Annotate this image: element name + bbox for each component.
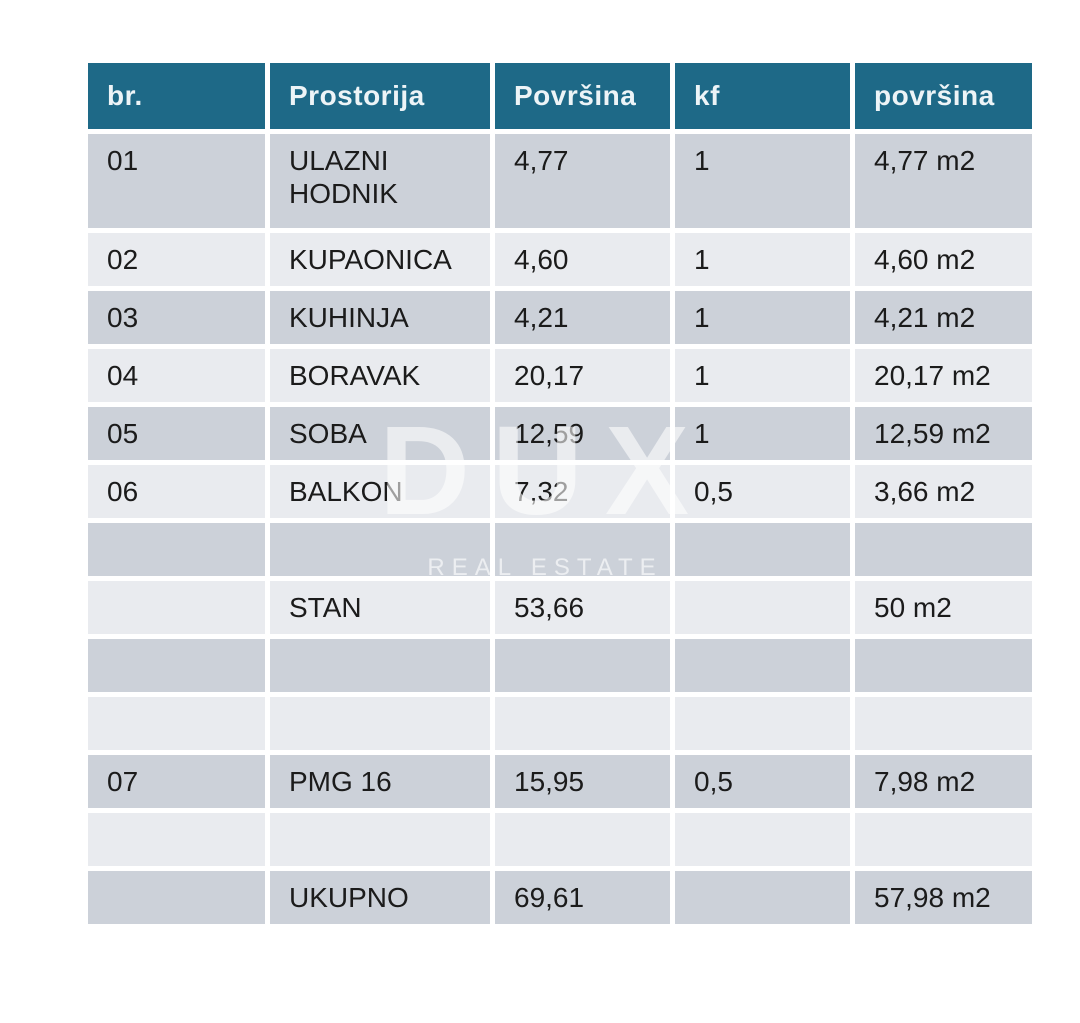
- cell-prostorija: [270, 697, 490, 750]
- table-row: 03 KUHINJA 4,21 1 4,21 m2: [88, 291, 1032, 344]
- cell-br: 06: [88, 465, 265, 518]
- table-row: [88, 639, 1032, 692]
- cell-povrsina: [495, 523, 670, 576]
- cell-povrsina-m2: 7,98 m2: [855, 755, 1032, 808]
- table-row: [88, 813, 1032, 866]
- cell-br: 01: [88, 134, 265, 228]
- cell-povrsina: 20,17: [495, 349, 670, 402]
- cell-povrsina: 69,61: [495, 871, 670, 924]
- table-row: 07 PMG 16 15,95 0,5 7,98 m2: [88, 755, 1032, 808]
- cell-povrsina: 4,77: [495, 134, 670, 228]
- cell-br: [88, 813, 265, 866]
- cell-prostorija: PMG 16: [270, 755, 490, 808]
- cell-kf: [675, 523, 850, 576]
- cell-povrsina: [495, 697, 670, 750]
- cell-kf: 1: [675, 407, 850, 460]
- cell-br: 03: [88, 291, 265, 344]
- cell-kf: [675, 581, 850, 634]
- cell-kf: 1: [675, 134, 850, 228]
- cell-br: [88, 639, 265, 692]
- cell-kf: 1: [675, 291, 850, 344]
- table-row: 01 ULAZNI HODNIK 4,77 1 4,77 m2: [88, 134, 1032, 228]
- floor-area-table: br. Prostorija Površina kf površina 01 U…: [83, 58, 1037, 929]
- cell-kf: [675, 639, 850, 692]
- cell-br: [88, 871, 265, 924]
- cell-prostorija: UKUPNO: [270, 871, 490, 924]
- column-header-prostorija: Prostorija: [270, 63, 490, 129]
- table-row: 04 BORAVAK 20,17 1 20,17 m2: [88, 349, 1032, 402]
- cell-prostorija: KUHINJA: [270, 291, 490, 344]
- cell-prostorija: [270, 639, 490, 692]
- cell-povrsina: [495, 639, 670, 692]
- cell-kf: [675, 813, 850, 866]
- cell-kf: 0,5: [675, 465, 850, 518]
- cell-kf: [675, 871, 850, 924]
- cell-prostorija: STAN: [270, 581, 490, 634]
- cell-povrsina: 4,60: [495, 233, 670, 286]
- cell-kf: [675, 697, 850, 750]
- cell-br: [88, 697, 265, 750]
- table-body: 01 ULAZNI HODNIK 4,77 1 4,77 m2 02 KUPAO…: [88, 134, 1032, 924]
- cell-povrsina-m2: 12,59 m2: [855, 407, 1032, 460]
- table-row: STAN 53,66 50 m2: [88, 581, 1032, 634]
- cell-povrsina-m2: [855, 697, 1032, 750]
- cell-prostorija: SOBA: [270, 407, 490, 460]
- table-row: 02 KUPAONICA 4,60 1 4,60 m2: [88, 233, 1032, 286]
- cell-br: [88, 581, 265, 634]
- cell-povrsina-m2: [855, 813, 1032, 866]
- cell-br: [88, 523, 265, 576]
- cell-povrsina: 53,66: [495, 581, 670, 634]
- cell-br: 07: [88, 755, 265, 808]
- cell-prostorija: KUPAONICA: [270, 233, 490, 286]
- cell-prostorija: ULAZNI HODNIK: [270, 134, 490, 228]
- cell-povrsina: 4,21: [495, 291, 670, 344]
- cell-povrsina: 15,95: [495, 755, 670, 808]
- column-header-povrsina: Površina: [495, 63, 670, 129]
- table-row: [88, 697, 1032, 750]
- table-row: [88, 523, 1032, 576]
- cell-br: 04: [88, 349, 265, 402]
- cell-br: 05: [88, 407, 265, 460]
- column-header-povrsina-m2: površina: [855, 63, 1032, 129]
- cell-br: 02: [88, 233, 265, 286]
- table-row: 06 BALKON 7,32 0,5 3,66 m2: [88, 465, 1032, 518]
- cell-povrsina-m2: 57,98 m2: [855, 871, 1032, 924]
- cell-prostorija: BORAVAK: [270, 349, 490, 402]
- cell-povrsina: 12,59: [495, 407, 670, 460]
- header-row: br. Prostorija Površina kf površina: [88, 63, 1032, 129]
- cell-prostorija: [270, 523, 490, 576]
- cell-povrsina-m2: 4,21 m2: [855, 291, 1032, 344]
- column-header-br: br.: [88, 63, 265, 129]
- cell-povrsina-m2: [855, 639, 1032, 692]
- cell-povrsina-m2: 4,60 m2: [855, 233, 1032, 286]
- table-row: UKUPNO 69,61 57,98 m2: [88, 871, 1032, 924]
- cell-povrsina-m2: 3,66 m2: [855, 465, 1032, 518]
- cell-kf: 0,5: [675, 755, 850, 808]
- cell-kf: 1: [675, 349, 850, 402]
- cell-povrsina-m2: [855, 523, 1032, 576]
- cell-povrsina-m2: 50 m2: [855, 581, 1032, 634]
- cell-povrsina: [495, 813, 670, 866]
- cell-kf: 1: [675, 233, 850, 286]
- cell-povrsina-m2: 20,17 m2: [855, 349, 1032, 402]
- table-row: 05 SOBA 12,59 1 12,59 m2: [88, 407, 1032, 460]
- cell-povrsina: 7,32: [495, 465, 670, 518]
- column-header-kf: kf: [675, 63, 850, 129]
- cell-povrsina-m2: 4,77 m2: [855, 134, 1032, 228]
- cell-prostorija: BALKON: [270, 465, 490, 518]
- cell-prostorija: [270, 813, 490, 866]
